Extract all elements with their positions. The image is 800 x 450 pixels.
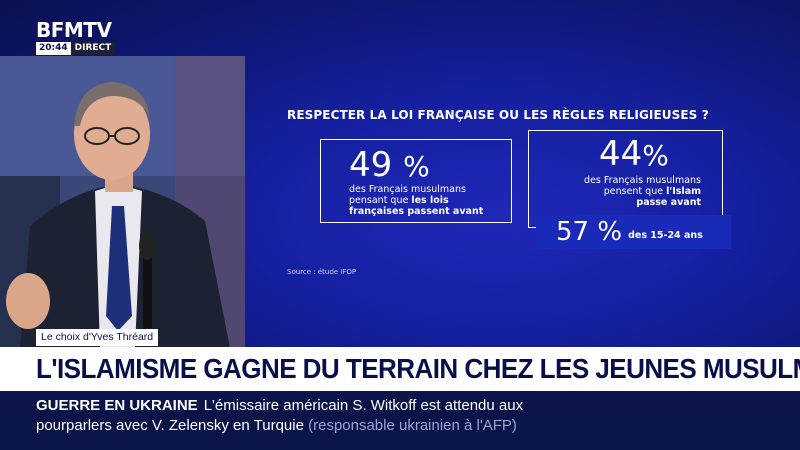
stat-value-right-unit: %	[642, 139, 669, 172]
logo-time-bar: 20:44 DIRECT	[36, 42, 116, 55]
channel-logo: BFMTV 20:44 DIRECT	[36, 20, 116, 55]
sub-stat-number: 57	[556, 217, 590, 247]
ticker-text-1: L'émissaire américain S. Witkoff est att…	[203, 397, 524, 414]
ticker-line-2: pourparlers avec V. Zelensky en Turquie …	[36, 416, 800, 436]
stat-text-right: des Français musulmans pensent que l'Isl…	[551, 175, 701, 208]
sub-stat-unit: %	[597, 217, 623, 247]
infographic-title: RESPECTER LA LOI FRANÇAISE OU LES RÈGLES…	[287, 108, 709, 122]
stat-box-french-law: 49 % des Français musulmans pensant que …	[320, 139, 512, 223]
stat-value-right-number: 44	[599, 134, 643, 174]
sub-stat-young: 57 % des 15-24 ans	[536, 215, 731, 249]
sub-stat-label: des 15-24 ans	[628, 229, 703, 241]
source-note: Source : étude IFOP	[287, 268, 357, 276]
stat-text-left: des Français musulmans pensant que les l…	[349, 184, 483, 217]
stat-right-line2: pensent que l'Islam	[551, 186, 701, 197]
logo-text: BFMTV	[36, 18, 112, 42]
stat-value-left-number: 49	[349, 145, 393, 185]
stat-value-left-unit: %	[403, 150, 430, 183]
studio-presenter-image	[0, 56, 245, 348]
stat-right-line2-plain: pensent que	[603, 186, 667, 197]
headline-bar: L'ISLAMISME GAGNE DU TERRAIN CHEZ LES JE…	[0, 347, 800, 391]
presenter-illustration	[0, 56, 245, 348]
stat-left-line3: françaises passent avant	[349, 206, 483, 217]
broadcast-time: 20:44	[36, 42, 71, 55]
ticker-tag: GUERRE EN UKRAINE	[36, 397, 198, 414]
news-ticker: GUERRE EN UKRAINE L'émissaire américain S…	[0, 391, 800, 450]
stat-left-line2-bold: les lois	[411, 195, 449, 206]
name-tag: Le choix d'Yves Thréard	[36, 329, 159, 346]
stat-right-line3: passe avant	[551, 197, 701, 208]
ticker-text-2: pourparlers avec V. Zelensky en Turquie	[36, 417, 304, 434]
stat-value-right: 44%	[599, 137, 669, 173]
stat-right-line2-bold: l'Islam	[666, 186, 701, 197]
stat-left-line1: des Français musulmans	[349, 184, 466, 195]
stat-right-line3-bold: passe avant	[636, 197, 701, 208]
stat-left-line2: pensant que les lois	[349, 195, 483, 206]
stat-left-line2-plain: pensant que	[349, 195, 412, 206]
stat-right-line1: des Français musulmans	[584, 175, 701, 186]
ticker-line-1: GUERRE EN UKRAINE L'émissaire américain S…	[36, 396, 800, 416]
stat-left-line3-bold: françaises passent avant	[349, 206, 484, 217]
ticker-note: (responsable ukrainien à l'AFP)	[308, 417, 517, 434]
headline: L'ISLAMISME GAGNE DU TERRAIN CHEZ LES JE…	[36, 353, 800, 384]
live-label: DIRECT	[70, 42, 116, 55]
sub-stat-value: 57 %	[556, 219, 622, 245]
stat-box-islam: 44% des Français musulmans pensent que l…	[528, 130, 723, 228]
stat-value-left: 49 %	[349, 148, 430, 184]
